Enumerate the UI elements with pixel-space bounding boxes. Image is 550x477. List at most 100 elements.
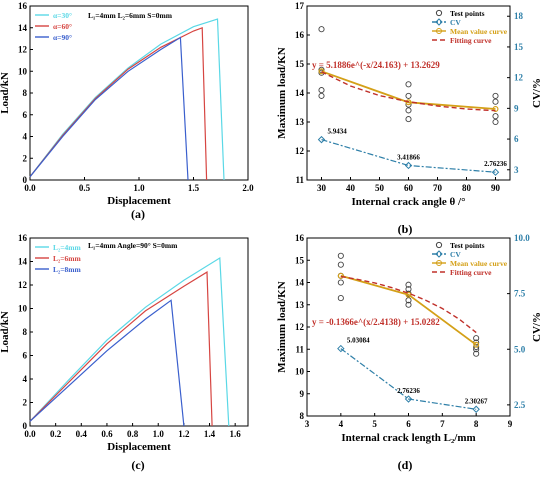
- panel-a-legend-1-label: α=30°: [53, 11, 72, 20]
- panel-a-ylabel: Load/kN: [0, 72, 11, 114]
- panel-d-cv-point: [472, 405, 480, 413]
- panel-c-label: (c): [131, 458, 144, 472]
- panel-d-legend-mean-marker: [436, 260, 442, 266]
- panel-c-legend-2-label: L₂=6mm: [53, 254, 82, 263]
- x-tick-label: 1.0: [153, 429, 165, 439]
- y-tick-label: 11: [295, 175, 304, 185]
- y-tick-label: 14: [295, 88, 305, 98]
- plot-group: 30 40 50 60 70 80 90 11 12 13 14 15 16 17 3 6 9 12 15 18 5.9…: [276, 1, 543, 208]
- panel-b-test-point: [405, 107, 412, 114]
- x-tick-label: 80: [462, 183, 472, 193]
- panel-d-legend-test-marker: [435, 241, 443, 249]
- panel-b-mean-curve: [321, 70, 496, 110]
- y-tick-label: 16: [295, 233, 305, 243]
- y2-tick-label: 6: [514, 134, 519, 144]
- panel-b-mean-point: [318, 68, 325, 75]
- panel-b-legend-fit-label: Fitting curve: [450, 36, 492, 45]
- x-tick-label: 1.5: [188, 183, 200, 193]
- y-tick-label: 8: [23, 327, 28, 337]
- panel-c-series-2: [29, 271, 213, 427]
- panel-d-cv-line: [340, 348, 477, 410]
- panel-d-legend-fit-label: Fitting curve: [450, 268, 492, 277]
- panel-b-test-point: [492, 113, 499, 120]
- x-tick-label: 7: [440, 419, 445, 429]
- panel-d-ylabel: Maximum load/KN: [276, 281, 288, 372]
- panel-d-cv-label: 2.76236: [397, 387, 420, 395]
- panel-a-legend-3-label: α=90°: [53, 33, 72, 42]
- panel-d-fitting-curve: [340, 275, 477, 334]
- y2-tick-label: 5.0: [514, 344, 526, 354]
- y-tick-label: 10: [18, 66, 28, 76]
- panel-b-xlabel: Internal crack angle θ /°: [351, 196, 465, 208]
- panel-b-cv-point: [491, 168, 500, 176]
- y-tick-label: 12: [18, 280, 28, 290]
- plot-group: 0.0 0.5 1.0 1.5 2.0 0 2 4 6 8 10 12 14 16 Displacement…: [0, 1, 254, 207]
- x-tick-label: 60: [404, 183, 414, 193]
- panel-b-cv-label: 5.9434: [328, 128, 348, 136]
- y-tick-label: 6: [23, 110, 28, 120]
- panel-a-xlabel: Displacement: [107, 195, 171, 207]
- panel-d-mean-point: [337, 272, 344, 279]
- x-tick-label: 8: [474, 419, 479, 429]
- y2-tick-label: 15: [514, 42, 524, 52]
- panel-b-mean-point: [492, 105, 499, 112]
- panel-d-test-point: [473, 350, 480, 357]
- y-tick-label: 12: [295, 322, 305, 332]
- panel-a-series-1: [29, 18, 225, 181]
- panel-c-series-3: [29, 299, 185, 427]
- y2-tick-label: 12: [514, 73, 524, 83]
- panel-b-test-point: [492, 118, 499, 126]
- panel-d-test-point: [337, 279, 344, 286]
- panel-a-label: (a): [131, 207, 145, 221]
- y-tick-label: 4: [23, 374, 28, 384]
- y-tick-label: 8: [23, 88, 28, 98]
- panel-d-test-point: [405, 301, 412, 308]
- panel-d-y2label: CV/%: [531, 312, 543, 342]
- x-tick-label: 1.2: [178, 429, 190, 439]
- panel-a-legend-2-label: α=60°: [53, 22, 72, 31]
- y-tick-label: 6: [23, 351, 28, 361]
- panel-b-cv-label: 3.41866: [397, 153, 420, 161]
- y-tick-label: 17: [295, 1, 305, 11]
- panel-b-ylabel: Maximum load/KN: [276, 47, 288, 138]
- panel-d-cv-label: 5.03084: [347, 337, 370, 345]
- y-tick-label: 14: [18, 23, 28, 33]
- panel-c-series-1: [29, 256, 230, 427]
- x-tick-label: 0.4: [76, 429, 88, 439]
- y-tick-label: 14: [295, 278, 305, 288]
- panel-b-test-point: [318, 92, 325, 99]
- y-tick-label: 16: [18, 233, 28, 243]
- panel-b-cv-point: [404, 161, 413, 170]
- panel-b-equation: y = 5.1886e^(-x/24.163) + 13.2629: [312, 60, 440, 70]
- panel-b-test-point: [492, 92, 499, 99]
- y2-tick-label: 7.5: [514, 289, 526, 299]
- x-tick-label: 0.0: [24, 429, 36, 439]
- y-tick-label: 14: [18, 257, 28, 267]
- panel-a-series-3: [29, 36, 189, 181]
- x-tick-label: 3: [305, 419, 310, 429]
- x-tick-label: 0.6: [101, 429, 113, 439]
- panel-c-legend-3-label: L₂=8mm: [53, 265, 82, 274]
- x-tick-label: 1.0: [133, 183, 145, 193]
- panel-c-legend-1-label: L₂=4mm: [53, 243, 82, 252]
- y-tick-label: 16: [295, 30, 305, 40]
- x-tick-label: 1.6: [230, 429, 242, 439]
- panel-d-xlabel: Internal crack length L₂/mm: [341, 432, 475, 444]
- panel-d-test-point: [337, 295, 344, 302]
- y-tick-label: 8: [300, 411, 305, 421]
- y-tick-label: 11: [295, 344, 304, 354]
- plot-group: 0.0 0.2 0.4 0.6 0.8 1.0 1.2 1.4 1.6 0 2 4 6 8 10 12 14 16…: [0, 233, 249, 453]
- panel-d-test-point: [337, 252, 344, 259]
- panel-b-test-point: [405, 81, 412, 88]
- panel-b-legend-cv-label: CV: [450, 18, 461, 27]
- panel-b-mean-point: [405, 99, 412, 106]
- y-tick-label: 13: [295, 300, 305, 310]
- x-tick-label: 0.2: [50, 429, 62, 439]
- panel-d-mean-curve: [340, 274, 477, 346]
- x-tick-label: 6: [406, 419, 411, 429]
- x-tick-label: 70: [433, 183, 443, 193]
- x-tick-label: 0.8: [127, 429, 139, 439]
- panel-b-legend-mean-label: Mean value curve: [450, 27, 508, 36]
